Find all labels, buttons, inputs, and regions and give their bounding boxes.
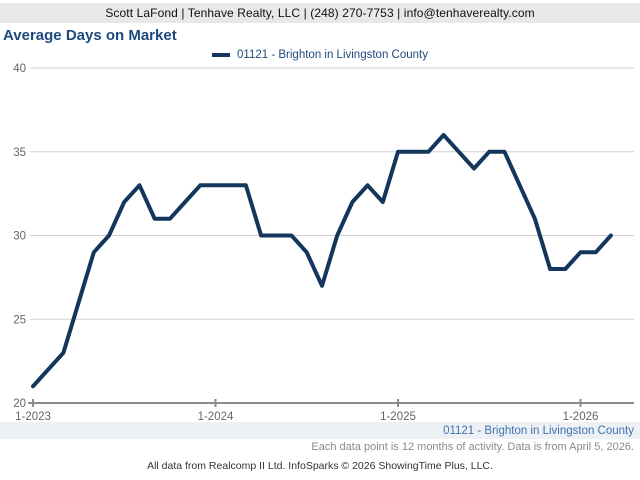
attribution: All data from Realcomp II Ltd. InfoSpark… (147, 460, 493, 472)
y-tick-label: 20 (13, 398, 26, 410)
series-line[interactable] (31, 133, 613, 389)
y-tick-label: 25 (13, 314, 26, 326)
y-tick-label: 40 (13, 63, 26, 75)
y-tick-label: 35 (13, 147, 26, 159)
x-tick-label: 1-2024 (198, 411, 234, 423)
legend: 01121 - Brighton in Livingston County (0, 49, 640, 61)
x-tick-label: 1-2023 (15, 411, 51, 423)
page-title: Average Days on Market (3, 27, 177, 44)
x-tick-label: 1-2025 (380, 411, 416, 423)
legend-label: 01121 - Brighton in Livingston County (237, 49, 428, 61)
contact-info: Scott LaFond | Tenhave Realty, LLC | (24… (105, 6, 535, 20)
series-caption-band: 01121 - Brighton in Livingston County (0, 422, 640, 439)
data-note: Each data point is 12 months of activity… (311, 441, 634, 453)
y-tick-label: 30 (13, 231, 26, 243)
series-caption: 01121 - Brighton in Livingston County (443, 424, 634, 437)
x-tick-label: 1-2026 (563, 411, 599, 423)
header-bar: Scott LaFond | Tenhave Realty, LLC | (24… (0, 3, 640, 23)
legend-line-swatch (212, 53, 231, 57)
